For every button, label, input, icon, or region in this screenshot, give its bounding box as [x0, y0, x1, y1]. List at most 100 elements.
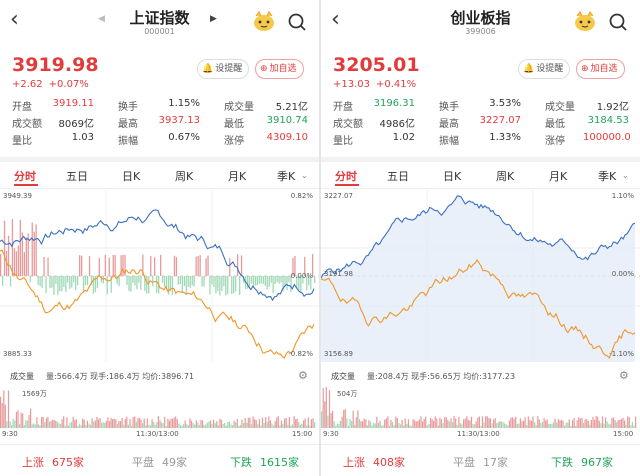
mascot-icon[interactable]: [252, 10, 276, 32]
breadth-bar: [126, 276, 128, 285]
volume-bar: [124, 419, 126, 428]
tab-weekly-k[interactable]: 周K: [175, 170, 194, 183]
chevron-down-icon[interactable]: ⌄: [622, 171, 629, 180]
volume-bar: [568, 419, 570, 428]
volume-bar: [126, 416, 128, 428]
breadth-bar: [189, 276, 191, 288]
volume-bar: [44, 422, 46, 428]
add-watchlist-button[interactable]: ⊕ 加自选: [576, 59, 625, 79]
volume-bar: [42, 417, 44, 428]
breadth-bar: [7, 235, 10, 276]
breadth-bar: [306, 276, 308, 291]
volume-bar: [39, 425, 41, 428]
volume-bar: [222, 424, 224, 428]
volume-bar: [28, 415, 30, 428]
volume-bar: [347, 426, 349, 428]
volume-bar: [255, 419, 257, 428]
volume-bar: [233, 420, 235, 428]
breadth-bar: [219, 276, 221, 296]
tab-quarterly-k[interactable]: 季K: [598, 170, 617, 183]
volume-bar: [301, 424, 303, 428]
volume-bar: [284, 418, 286, 428]
search-icon[interactable]: [287, 12, 307, 32]
breadth-bar: [276, 276, 278, 283]
tab-monthly-k[interactable]: 月K: [228, 170, 247, 183]
volume-bar: [288, 417, 290, 428]
remind-button[interactable]: 🔔 设提醒: [197, 59, 250, 79]
breadth-bar: [25, 237, 27, 277]
volume-bar: [491, 423, 493, 428]
next-index-icon[interactable]: ▶: [210, 14, 217, 24]
back-icon[interactable]: ‹: [10, 7, 19, 32]
volume-bar: [625, 424, 627, 428]
tab-five-day[interactable]: 五日: [387, 170, 409, 183]
breadth-bar: [264, 276, 266, 286]
back-icon[interactable]: ‹: [331, 7, 340, 32]
volume-bar: [85, 424, 87, 428]
volume-bar: [409, 425, 411, 428]
tab-five-day[interactable]: 五日: [66, 170, 88, 183]
tab-intraday[interactable]: 分时: [14, 170, 36, 183]
breadth-bar: [160, 254, 162, 277]
intraday-chart[interactable]: 3227.07 1.10% 3191.98 0.00% 3156.89 -1.1…: [321, 190, 640, 362]
volume-bar: [497, 422, 499, 428]
volume-bar: [123, 424, 125, 428]
volume-tab[interactable]: 成交量: [10, 372, 34, 381]
volume-bar: [538, 419, 540, 428]
volume-bar: [295, 419, 297, 428]
settings-icon[interactable]: ⚙: [298, 369, 308, 382]
volume-bar: [382, 425, 384, 428]
chevron-down-icon[interactable]: ⌄: [301, 171, 308, 180]
prev-index-icon[interactable]: ◀: [98, 14, 105, 24]
volume-bar: [183, 424, 185, 428]
tab-daily-k[interactable]: 日K: [122, 170, 141, 183]
volume-bar: [489, 418, 491, 428]
volume-bar: [396, 418, 398, 428]
breadth-bar: [41, 276, 43, 288]
breadth-bar: [209, 276, 211, 295]
volume-bar: [556, 422, 558, 428]
volume-bar: [151, 419, 153, 428]
remind-button[interactable]: 🔔 设提醒: [518, 59, 571, 79]
volume-chart[interactable]: 1569万 9:30 11:30/13:00 15:00: [0, 386, 319, 440]
mascot-icon[interactable]: [573, 10, 597, 32]
period-tabs: 分时 五日 日K 周K 月K 季K ⌄: [321, 162, 640, 189]
market-breadth: 上涨 408家 平盘 17家 下跌 967家: [321, 444, 640, 476]
tab-quarterly-k[interactable]: 季K: [277, 170, 296, 183]
volume-chart[interactable]: 504万 9:30 11:30/13:00 15:00: [321, 386, 640, 440]
volume-tab[interactable]: 成交量: [331, 372, 355, 381]
volume-bar: [385, 418, 387, 428]
volume-bar: [404, 418, 406, 428]
volume-bar: [363, 418, 365, 428]
volume-bar: [500, 421, 503, 428]
volume-bar: [333, 421, 335, 428]
settings-icon[interactable]: ⚙: [619, 369, 629, 382]
breadth-bar: [252, 276, 255, 288]
header: ‹ 创业板指 399006: [321, 0, 640, 44]
breadth-bar: [124, 254, 126, 276]
volume-bar: [307, 417, 309, 428]
volume-bar: [527, 416, 529, 428]
breadth-bar: [246, 276, 249, 289]
volume-bar: [91, 418, 93, 428]
change-percent: +0.07%: [48, 79, 89, 90]
volume-bar: [149, 425, 152, 428]
stats-row: 成交额 8069亿 最高 3937.13 最低 3910.74: [12, 115, 308, 130]
tab-weekly-k[interactable]: 周K: [496, 170, 515, 183]
volume-bar: [194, 424, 196, 428]
tab-daily-k[interactable]: 日K: [443, 170, 462, 183]
chart-low-label: 3156.89: [324, 350, 353, 358]
volume-bar: [274, 421, 276, 428]
volume-bar: [187, 425, 189, 428]
volume-bar: [417, 421, 419, 428]
volume-bar: [138, 417, 141, 428]
volume-bar: [303, 420, 305, 428]
tab-monthly-k[interactable]: 月K: [549, 170, 568, 183]
intraday-chart[interactable]: 3949.39 0.82% 0.00% 3885.33 -0.82%: [0, 190, 319, 362]
tab-intraday[interactable]: 分时: [335, 170, 357, 183]
add-watchlist-button[interactable]: ⊕ 加自选: [255, 59, 304, 79]
volume-bar: [635, 416, 637, 428]
breadth-bar: [278, 276, 280, 284]
volume-bar: [548, 423, 550, 428]
search-icon[interactable]: [608, 12, 628, 32]
